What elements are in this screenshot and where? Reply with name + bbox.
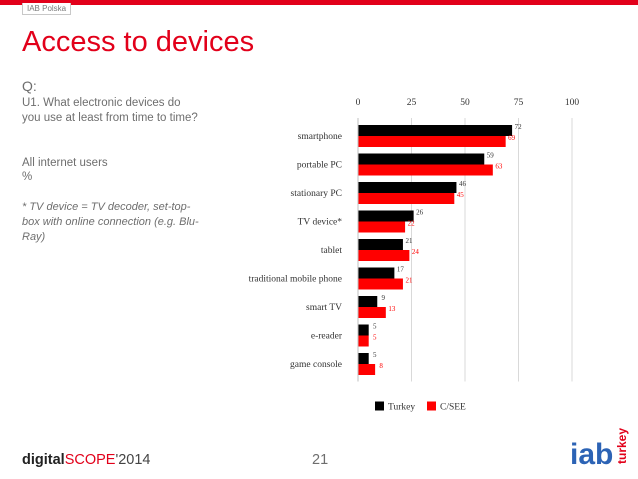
bar-1-1 bbox=[358, 164, 493, 176]
bar-1-3 bbox=[358, 221, 406, 233]
category-label-1: portable PC bbox=[297, 161, 342, 171]
data-label-0-6: 9 bbox=[382, 294, 386, 302]
x-tick-label-1: 25 bbox=[407, 98, 417, 108]
data-label-1-7: 5 bbox=[373, 334, 377, 342]
data-label-1-4: 24 bbox=[412, 248, 420, 256]
data-label-0-2: 46 bbox=[459, 180, 467, 188]
legend-label-1: C/SEE bbox=[440, 403, 466, 413]
page-title: Access to devices bbox=[22, 26, 255, 58]
data-label-0-4: 21 bbox=[405, 237, 413, 245]
bar-0-3 bbox=[358, 210, 414, 222]
footer-brand-scope: SCOPE bbox=[64, 452, 116, 468]
category-label-2: stationary PC bbox=[291, 189, 342, 199]
bar-1-6 bbox=[358, 307, 386, 318]
bar-1-0 bbox=[358, 136, 506, 147]
page-number: 21 bbox=[312, 452, 329, 468]
data-label-0-0: 72 bbox=[515, 123, 523, 131]
bar-0-4 bbox=[358, 239, 403, 250]
category-label-8: game console bbox=[290, 360, 342, 370]
bar-1-7 bbox=[358, 335, 369, 347]
unit-text: % bbox=[22, 171, 33, 183]
data-label-1-8: 8 bbox=[379, 362, 383, 370]
footer-brand: digitalSCOPE'2014 bbox=[22, 452, 151, 468]
category-label-6: smart TV bbox=[306, 303, 342, 313]
bar-0-0 bbox=[358, 125, 513, 136]
legend-label-0: Turkey bbox=[388, 403, 415, 413]
data-label-0-8: 5 bbox=[373, 351, 377, 359]
x-tick-label-0: 0 bbox=[356, 98, 361, 108]
data-label-1-5: 21 bbox=[405, 277, 413, 285]
iab-turkey-logo: iab turkey bbox=[570, 428, 629, 470]
bar-0-6 bbox=[358, 296, 378, 307]
x-tick-label-2: 50 bbox=[460, 98, 470, 108]
legend-swatch-0 bbox=[375, 401, 384, 411]
data-label-1-1: 63 bbox=[495, 163, 503, 171]
bar-0-5 bbox=[358, 267, 395, 279]
bar-1-2 bbox=[358, 193, 455, 204]
legend-swatch-1 bbox=[427, 401, 436, 411]
publisher-tag: IAB Polska bbox=[22, 3, 72, 15]
data-label-0-7: 5 bbox=[373, 323, 377, 331]
question-text: U1. What electronic devices do you use a… bbox=[22, 97, 198, 124]
question-label: Q: bbox=[22, 78, 37, 94]
footer-brand-digital: digital bbox=[22, 452, 65, 468]
base-text: All internet users bbox=[22, 157, 108, 169]
bar-1-5 bbox=[358, 278, 403, 290]
category-label-3: TV device* bbox=[298, 218, 343, 228]
bar-0-7 bbox=[358, 324, 369, 336]
bar-0-2 bbox=[358, 182, 457, 193]
data-label-0-1: 59 bbox=[487, 152, 495, 160]
footer-brand-year: '2014 bbox=[115, 452, 151, 468]
logo-sub-text: turkey bbox=[615, 428, 629, 464]
category-label-5: traditional mobile phone bbox=[249, 275, 342, 285]
data-label-1-0: 69 bbox=[508, 134, 516, 142]
category-label-4: tablet bbox=[321, 246, 342, 256]
category-label-7: e-reader bbox=[311, 332, 343, 342]
x-tick-label-3: 75 bbox=[514, 98, 524, 108]
data-label-1-3: 22 bbox=[408, 220, 416, 228]
bar-0-1 bbox=[358, 153, 485, 165]
bar-1-4 bbox=[358, 250, 410, 261]
bar-0-8 bbox=[358, 353, 369, 364]
data-label-0-3: 26 bbox=[416, 209, 424, 217]
category-label-0: smartphone bbox=[298, 132, 342, 142]
data-label-0-5: 17 bbox=[397, 266, 405, 274]
top-accent-bar bbox=[0, 0, 638, 5]
logo-main-text: iab bbox=[570, 438, 613, 470]
data-label-1-6: 13 bbox=[388, 305, 396, 313]
data-label-1-2: 45 bbox=[457, 191, 465, 199]
footnote-text: * TV device = TV decoder, set-top-box wi… bbox=[22, 201, 199, 243]
bar-1-8 bbox=[358, 364, 376, 375]
x-tick-label-4: 100 bbox=[565, 98, 580, 108]
